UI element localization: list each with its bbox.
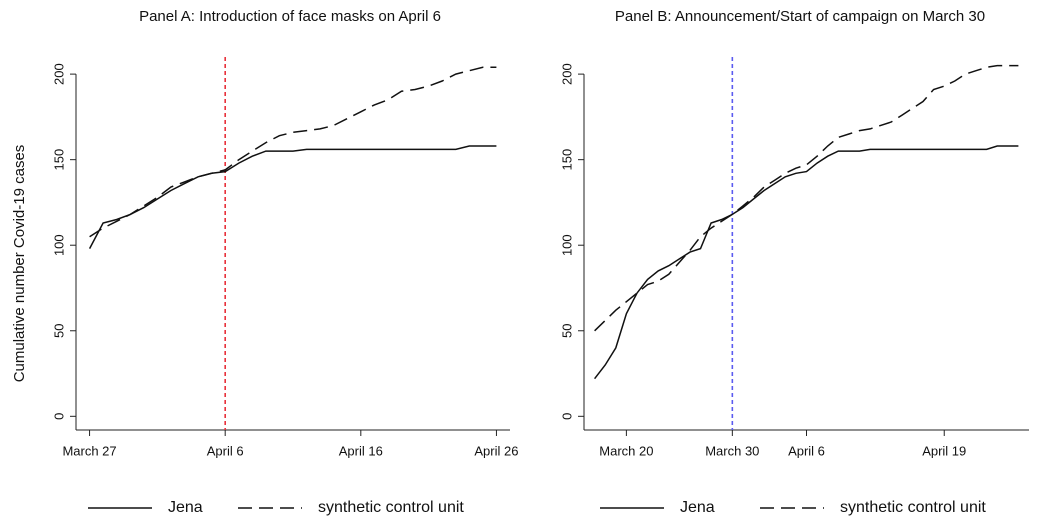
y-tick-label: 50 xyxy=(559,324,574,338)
y-tick-label: 150 xyxy=(559,149,574,171)
y-tick-label: 200 xyxy=(51,63,66,85)
x-tick-label: April 6 xyxy=(207,443,244,458)
x-tick-label: April 6 xyxy=(788,443,825,458)
x-tick-label: March 20 xyxy=(599,443,653,458)
series-line xyxy=(594,145,1019,380)
y-axis-label: Cumulative number Covid-19 cases xyxy=(11,145,28,383)
series-line xyxy=(594,64,1019,332)
y-tick-label: 50 xyxy=(51,324,66,338)
legend-label: Jena xyxy=(168,499,203,516)
chart-title: Panel B: Announcement/Start of campaign … xyxy=(615,8,985,25)
x-tick-label: April 19 xyxy=(922,443,966,458)
legend-label: synthetic control unit xyxy=(318,499,464,516)
legend-label: synthetic control unit xyxy=(840,499,986,516)
y-tick-label: 200 xyxy=(559,63,574,85)
y-tick-label: 0 xyxy=(51,413,66,420)
x-tick-label: April 26 xyxy=(474,443,518,458)
y-tick-label: 100 xyxy=(559,234,574,256)
series-line xyxy=(89,66,497,238)
series-line xyxy=(88,145,497,249)
x-tick-label: April 16 xyxy=(339,443,383,458)
y-tick-label: 100 xyxy=(51,234,66,256)
y-tick-label: 150 xyxy=(51,149,66,171)
legend-label: Jena xyxy=(680,499,715,516)
y-tick-label: 0 xyxy=(559,413,574,420)
x-tick-label: March 30 xyxy=(705,443,759,458)
chart-title: Panel A: Introduction of face masks on A… xyxy=(139,8,441,25)
x-tick-label: March 27 xyxy=(62,443,116,458)
